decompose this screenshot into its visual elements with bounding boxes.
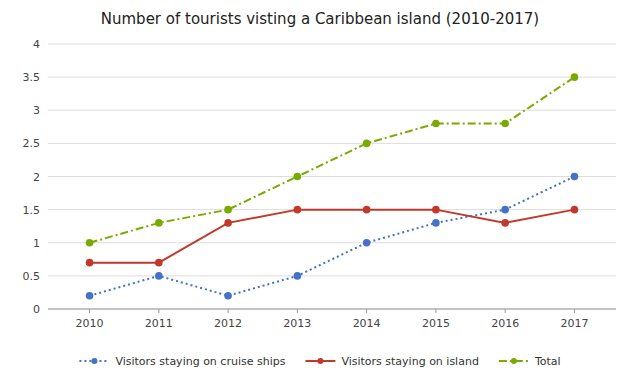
y-tick-label: 0 — [33, 303, 40, 316]
point — [294, 272, 302, 280]
grid-line — [48, 110, 616, 111]
point — [363, 206, 371, 214]
point — [432, 206, 440, 214]
legend-label: Visitors staying on island — [341, 355, 478, 368]
plot-area — [86, 73, 578, 299]
y-tick-label: 0.5 — [23, 270, 41, 283]
point — [363, 239, 371, 247]
grid-line — [48, 44, 616, 45]
x-tick-label: 2010 — [76, 317, 104, 330]
x-tick — [574, 309, 575, 313]
y-tick-label: 1.5 — [23, 204, 41, 217]
grid-line — [48, 176, 616, 177]
point — [432, 219, 440, 227]
grid-line — [48, 77, 616, 78]
legend-marker — [317, 358, 323, 364]
x-tick-label: 2014 — [353, 317, 381, 330]
legend-item: Total — [499, 355, 561, 368]
point — [363, 140, 371, 148]
series-line — [90, 210, 575, 263]
series — [86, 206, 578, 267]
series-line — [90, 177, 575, 296]
point — [432, 120, 440, 128]
legend-marker — [511, 358, 517, 364]
x-tick-label: 2017 — [560, 317, 588, 330]
series — [86, 173, 578, 300]
legend-item: Visitors staying on island — [305, 355, 478, 368]
series-line — [90, 77, 575, 243]
point — [155, 219, 163, 227]
x-tick-label: 2011 — [145, 317, 173, 330]
x-tick — [297, 309, 298, 313]
legend-label: Total — [534, 355, 561, 368]
point — [571, 206, 579, 214]
legend-label: Visitors staying on cruise ships — [115, 355, 285, 368]
point — [501, 219, 509, 227]
legend-item: Visitors staying on cruise ships — [79, 355, 285, 368]
point — [501, 120, 509, 128]
point — [86, 239, 94, 247]
chart: Number of tourists visting a Caribbean i… — [0, 0, 640, 381]
point — [224, 206, 232, 214]
grid-line — [48, 143, 616, 144]
x-tick-label: 2012 — [214, 317, 242, 330]
x-axis-line — [48, 309, 616, 310]
x-tick — [158, 309, 159, 313]
y-tick-label: 2 — [33, 171, 40, 184]
legend-marker — [91, 358, 97, 364]
point — [86, 259, 94, 267]
y-tick-label: 1 — [33, 237, 40, 250]
point — [294, 206, 302, 214]
grid-line — [48, 275, 616, 276]
point — [224, 292, 232, 300]
y-tick-label: 2.5 — [23, 137, 41, 150]
grid-line — [48, 242, 616, 243]
y-tick-label: 3 — [33, 104, 40, 117]
grid-line — [48, 309, 616, 310]
x-tick-label: 2016 — [491, 317, 519, 330]
series — [86, 73, 578, 246]
title: Number of tourists visting a Caribbean i… — [101, 10, 539, 28]
point — [155, 259, 163, 267]
y-tick-label: 3.5 — [23, 71, 41, 84]
x-tick — [505, 309, 506, 313]
legend: Visitors staying on cruise ships Visitors… — [79, 355, 560, 368]
point — [571, 173, 579, 181]
y-tick-label: 4 — [33, 38, 40, 51]
x-tick — [89, 309, 90, 313]
grid — [48, 44, 616, 309]
x-tick-label: 2015 — [422, 317, 450, 330]
x-tick — [435, 309, 436, 313]
x-tick-label: 2013 — [283, 317, 311, 330]
point — [86, 292, 94, 300]
x-tick — [366, 309, 367, 313]
point — [224, 219, 232, 227]
point — [155, 272, 163, 280]
x-tick — [228, 309, 229, 313]
point — [571, 73, 579, 81]
point — [501, 206, 509, 214]
point — [294, 173, 302, 181]
